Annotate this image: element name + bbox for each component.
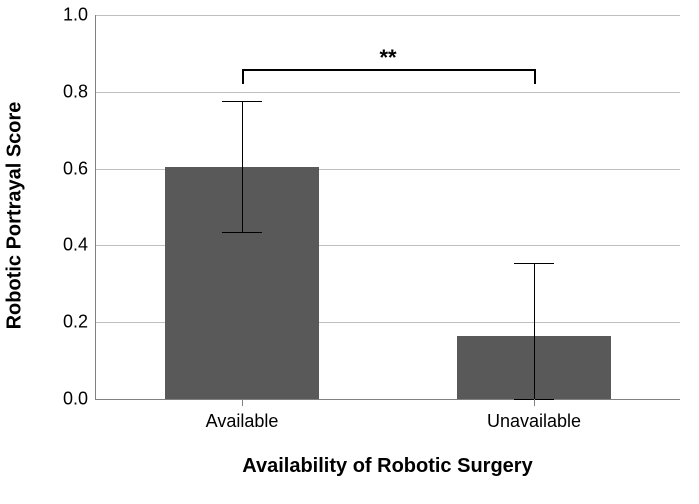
error-cap (514, 263, 555, 264)
y-axis-label-text: Robotic Portrayal Score (4, 101, 27, 329)
y-tick-label: 0.8 (63, 81, 88, 102)
x-axis-label-text: Availability of Robotic Surgery (242, 455, 532, 477)
bar-chart: Robotic Portrayal Score 0.00.20.40.60.81… (0, 0, 699, 504)
x-tick-label: Unavailable (487, 411, 581, 432)
y-axis-label: Robotic Portrayal Score (0, 0, 30, 430)
error-cap (222, 232, 263, 233)
y-tick-label: 0.0 (63, 389, 88, 410)
gridline (96, 15, 680, 16)
y-tick-label: 0.4 (63, 235, 88, 256)
y-tick-label: 0.6 (63, 158, 88, 179)
error-bar (242, 101, 243, 232)
y-tick-label: 1.0 (63, 5, 88, 26)
significance-marker: ** (379, 47, 396, 69)
error-bar (534, 263, 535, 399)
x-tick-label: Available (206, 411, 279, 432)
significance-bracket (534, 69, 536, 84)
error-cap (222, 101, 263, 102)
x-tick (242, 399, 243, 406)
gridline (96, 92, 680, 93)
x-axis-label: Availability of Robotic Surgery (95, 455, 680, 478)
plot-area: 0.00.20.40.60.81.0AvailableUnavailable** (95, 15, 680, 400)
significance-bracket (242, 69, 244, 84)
y-tick-label: 0.2 (63, 312, 88, 333)
x-tick (534, 399, 535, 406)
